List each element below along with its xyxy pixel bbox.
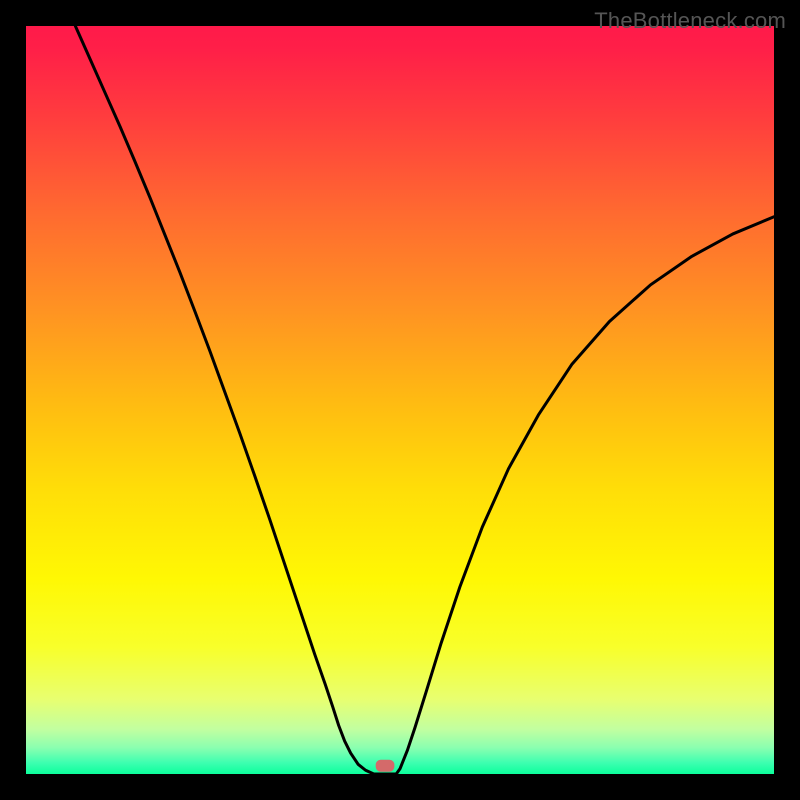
plot-background <box>26 26 774 774</box>
watermark-label: TheBottleneck.com <box>594 8 786 34</box>
plot-area <box>26 26 774 774</box>
min-marker <box>376 760 395 772</box>
chart-container: TheBottleneck.com <box>0 0 800 800</box>
plot-svg <box>26 26 774 774</box>
